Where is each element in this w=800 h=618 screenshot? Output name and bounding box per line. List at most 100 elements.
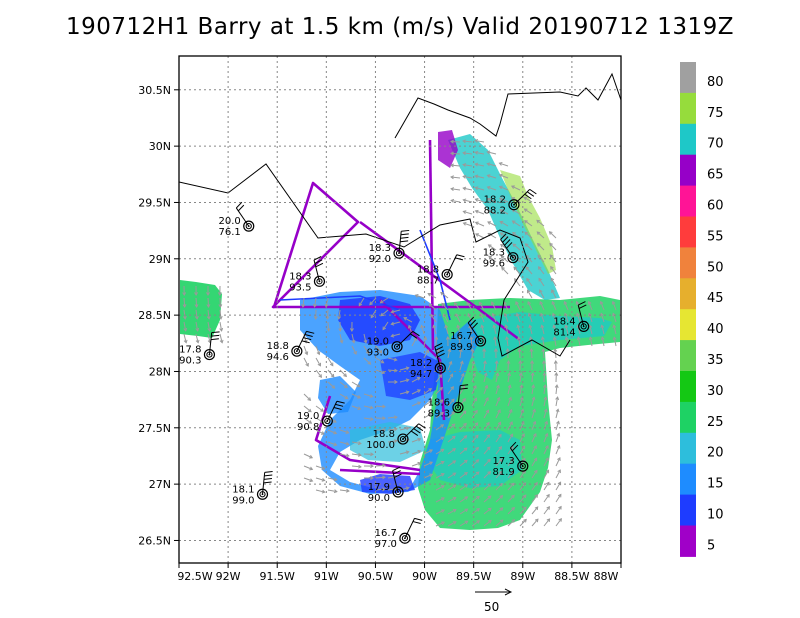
wind-vector-head	[416, 377, 421, 381]
wind-vector	[447, 423, 456, 431]
wind-vector-head	[459, 360, 464, 365]
wind-vector-head	[558, 505, 562, 510]
wind-vector-head	[470, 348, 475, 352]
wind-vector-head	[533, 457, 538, 462]
wind-vector	[507, 373, 510, 383]
wind-vector-head	[534, 506, 539, 511]
wind-vector-head	[539, 289, 543, 294]
color-bar-label: 80	[707, 75, 724, 90]
wind-vector-head	[473, 397, 478, 402]
wind-vector	[399, 391, 409, 395]
lon-tick-label: 89W	[510, 570, 535, 583]
wind-vector	[339, 381, 348, 388]
wind-vector	[549, 254, 557, 263]
wind-vector	[499, 186, 509, 191]
wind-vector-head	[533, 445, 537, 450]
wind-vector-head	[441, 497, 445, 501]
station-marker: 19.090.8	[297, 400, 345, 433]
wind-vector-head	[474, 422, 479, 426]
wind-vector-head	[438, 374, 443, 378]
wind-vector-head	[474, 186, 479, 191]
wind-vector	[518, 348, 521, 359]
station-temperature: 18.3	[289, 271, 311, 282]
wind-vector	[326, 309, 329, 320]
wind-vector-head	[417, 401, 422, 406]
wind-vector	[475, 198, 485, 203]
wind-vector	[495, 507, 503, 515]
wind-vector-head	[194, 304, 199, 308]
wind-vector-head	[531, 384, 536, 389]
wind-vector-head	[316, 351, 321, 356]
wind-vector-head	[356, 383, 361, 388]
wind-vector	[435, 349, 440, 359]
wind-vector	[451, 199, 461, 203]
wind-vector-head	[516, 336, 521, 341]
lat-tick-label: 28N	[149, 365, 171, 378]
wind-vector-head	[369, 405, 374, 410]
wind-vector	[219, 309, 222, 319]
wind-barb-feather	[509, 441, 517, 449]
wind-vector-head	[511, 506, 515, 511]
wind-vector	[207, 333, 211, 343]
wind-vector	[351, 405, 361, 410]
station-value: 99.6	[483, 259, 505, 270]
wind-barb-feather	[211, 334, 220, 337]
wind-vector-head	[486, 421, 490, 426]
wind-vector-head	[345, 430, 350, 434]
wind-vector-head	[486, 174, 491, 178]
wind-barb-feather	[401, 229, 410, 232]
wind-vector-head	[462, 174, 467, 179]
wind-vector	[183, 297, 186, 308]
station-value: 93.5	[289, 282, 311, 293]
wind-vector-head	[330, 373, 335, 378]
wind-vector	[549, 231, 557, 239]
wind-vector-head	[462, 186, 467, 191]
wind-vector-head	[452, 435, 456, 440]
wind-vector	[303, 477, 313, 482]
wind-vector	[525, 266, 533, 275]
wind-vector-head	[428, 388, 433, 392]
wind-vector-head	[575, 300, 580, 305]
wind-vector-head	[505, 336, 509, 341]
wind-vector-head	[474, 174, 479, 179]
wind-barb-feather	[333, 407, 342, 410]
wind-vector-head	[531, 396, 536, 401]
wind-vector-head	[548, 231, 553, 235]
wind-barb-feather	[578, 301, 586, 306]
wind-vector	[315, 465, 325, 470]
wind-vector-head	[527, 300, 531, 305]
wind-vector	[303, 417, 312, 424]
wind-vector-head	[552, 324, 557, 329]
wind-vector-head	[537, 254, 542, 259]
wind-vector	[183, 333, 187, 343]
wind-vector-head	[542, 384, 547, 389]
station-value: 93.0	[367, 348, 389, 359]
wind-vector-head	[553, 360, 558, 364]
wind-vector-head	[540, 324, 545, 329]
color-bar-segment	[680, 340, 696, 372]
wind-vector	[411, 438, 421, 443]
station-temperature: 19.0	[297, 411, 319, 422]
wind-vector	[435, 448, 444, 455]
wind-vector-head	[488, 519, 492, 524]
wind-vector-head	[524, 231, 529, 236]
wind-vector-head	[417, 437, 422, 442]
wind-vector-head	[532, 408, 536, 413]
wind-vector-head	[195, 339, 200, 344]
wind-vector	[475, 151, 485, 155]
wind-vector	[351, 393, 361, 399]
wind-vector-head	[382, 404, 386, 409]
wind-vector	[530, 348, 533, 359]
color-bar-label: 35	[707, 353, 724, 368]
wind-vector-head	[556, 420, 560, 425]
wind-vector-head	[486, 434, 491, 438]
station-temperature: 18.3	[369, 243, 391, 254]
wind-vector	[550, 278, 557, 287]
wind-vector-head	[534, 494, 539, 498]
wind-vector	[495, 360, 498, 371]
station-value: 81.4	[553, 327, 575, 338]
wind-vector-head	[417, 449, 422, 454]
wind-vector	[505, 325, 509, 335]
wind-vector	[487, 186, 497, 191]
wind-vector-head	[429, 449, 433, 453]
